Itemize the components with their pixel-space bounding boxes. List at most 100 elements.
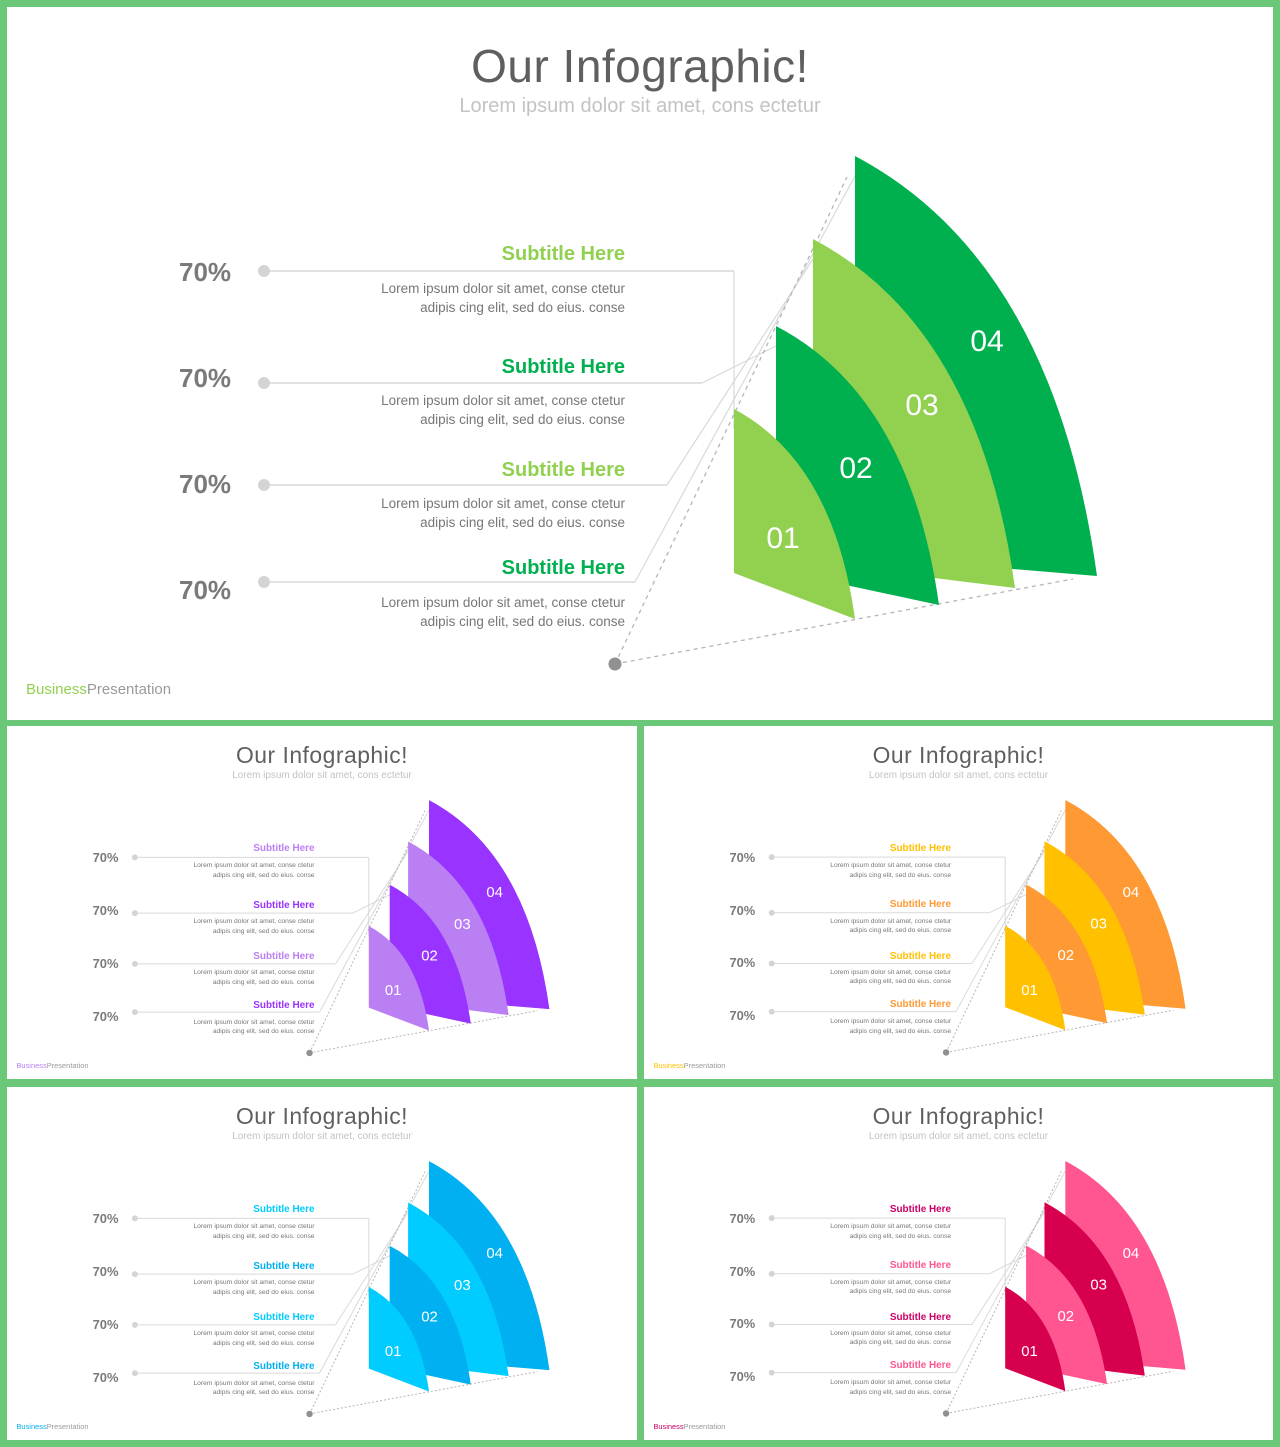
item-subtitle: Subtitle Here <box>501 243 625 265</box>
segment-01 <box>368 1287 429 1392</box>
leader-connector <box>701 345 777 384</box>
slide-subtitle: Lorem ipsum dolor sit amet, cons ectetur <box>232 769 412 781</box>
segment-label-02: 02 <box>1058 1309 1075 1325</box>
description-line: adipis cing elit, sed do eius. conse <box>849 927 952 935</box>
segment-label-01: 01 <box>766 522 799 555</box>
bullet-dot <box>258 479 270 491</box>
description-line: Lorem ipsum dolor sit amet, conse ctetur <box>381 496 625 511</box>
segment-01 <box>1005 1286 1066 1392</box>
footer-presentation-word: Presentation <box>683 1421 726 1431</box>
bullet-dot <box>768 1215 775 1222</box>
percent-value: 70% <box>92 1211 119 1227</box>
description-line: adipis cing elit, sed do eius. conse <box>212 927 315 935</box>
item-subtitle: Subtitle Here <box>501 356 625 378</box>
footer-brand-word: Business <box>26 681 87 698</box>
item-subtitle: Subtitle Here <box>889 1260 952 1272</box>
description-line: Lorem ipsum dolor sit amet, conse ctetur <box>830 917 952 925</box>
item-subtitle: Subtitle Here <box>253 899 315 911</box>
perspective-guide <box>945 1171 1062 1414</box>
description-line: Lorem ipsum dolor sit amet, conse ctetur <box>830 968 952 976</box>
description-line: Lorem ipsum dolor sit amet, conse ctetur <box>193 1379 315 1387</box>
perspective-guide <box>309 1010 538 1054</box>
item-description: Lorem ipsum dolor sit amet, conse ctetur… <box>193 917 314 936</box>
description-line: adipis cing elit, sed do eius. conse <box>420 515 625 530</box>
item-subtitle: Subtitle Here <box>501 557 625 579</box>
segment-label-03: 03 <box>454 1277 471 1294</box>
perspective-guide <box>945 1370 1174 1414</box>
slide-title: Our Infographic! <box>872 1102 1045 1129</box>
percent-value: 70% <box>179 468 232 499</box>
perspective-guide <box>614 578 1074 665</box>
description-line: adipis cing elit, sed do eius. conse <box>212 1389 315 1397</box>
footer-presentation-word: Presentation <box>86 681 172 698</box>
description-line: adipis cing elit, sed do eius. conse <box>849 1232 952 1240</box>
infographic-drawing: 01 02 03 04 <box>768 800 1186 1056</box>
percent-value: 70% <box>92 1008 119 1024</box>
item-description: Lorem ipsum dolor sit amet, conse ctetur… <box>381 494 625 532</box>
item-description: Lorem ipsum dolor sit amet, conse ctetur… <box>193 968 314 987</box>
item-description: Lorem ipsum dolor sit amet, conse ctetur… <box>830 1329 951 1348</box>
segment-label-02: 02 <box>839 452 872 485</box>
bullet-dot <box>131 960 138 967</box>
item-subtitle: Subtitle Here <box>889 1204 952 1216</box>
slide-purple: 01 02 03 04 Our Infographic! Lorem ipsum dolo… <box>7 726 637 1079</box>
item-description: Lorem ipsum dolor sit amet, conse ctetur… <box>830 1378 951 1397</box>
perspective-guide <box>945 1009 1174 1053</box>
bullet-dot <box>131 1271 138 1278</box>
description-line: adipis cing elit, sed do eius. conse <box>212 871 315 879</box>
slide-title: Our Infographic! <box>235 741 409 768</box>
apex-dot <box>306 1049 313 1057</box>
perspective-guide <box>945 810 1062 1053</box>
percent-value: 70% <box>179 362 232 393</box>
bullet-dot <box>131 1009 138 1016</box>
item-description: Lorem ipsum dolor sit amet, conse ctetur… <box>830 917 951 936</box>
description-line: Lorem ipsum dolor sit amet, conse ctetur <box>193 862 315 870</box>
item-description: Lorem ipsum dolor sit amet, conse ctetur… <box>193 1379 314 1398</box>
apex-dot <box>608 657 622 671</box>
infographic-drawing: 01 02 03 04 <box>131 1161 550 1418</box>
leader-connector <box>666 258 814 486</box>
segment-label-04: 04 <box>486 884 503 901</box>
segment-label-03: 03 <box>454 916 471 933</box>
footer-brand-word: Business <box>16 1061 47 1071</box>
percent-value: 70% <box>179 574 232 605</box>
item-description: Lorem ipsum dolor sit amet, conse ctetur… <box>830 1017 951 1036</box>
item-subtitle: Subtitle Here <box>889 950 952 962</box>
description-line: Lorem ipsum dolor sit amet, conse ctetur <box>381 281 625 296</box>
slide-blue: 01 02 03 04 Our Infographic! Lorem ipsum dolo… <box>7 1087 637 1440</box>
bullet-dot <box>131 1215 138 1222</box>
description-line: adipis cing elit, sed do eius. conse <box>420 300 625 315</box>
description-line: adipis cing elit, sed do eius. conse <box>849 871 952 879</box>
perspective-guide <box>309 1371 538 1415</box>
segment-label-01: 01 <box>1021 983 1038 999</box>
item-description: Lorem ipsum dolor sit amet, conse ctetur… <box>830 968 951 987</box>
item-description: Lorem ipsum dolor sit amet, conse ctetur… <box>193 1329 314 1348</box>
bullet-dot <box>258 265 270 277</box>
footer-brand-word: Business <box>653 1421 684 1431</box>
segment-label-01: 01 <box>1021 1344 1038 1360</box>
slide-title: Our Infographic! <box>471 40 809 92</box>
description-line: adipis cing elit, sed do eius. conse <box>212 1028 315 1036</box>
slide-subtitle: Lorem ipsum dolor sit amet, cons ectetur <box>232 1130 412 1142</box>
percent-value: 70% <box>92 850 119 866</box>
description-line: adipis cing elit, sed do eius. conse <box>849 1339 952 1347</box>
bullet-dot <box>258 377 270 389</box>
infographic-drawing: 01 02 03 04 <box>258 156 1097 671</box>
description-line: Lorem ipsum dolor sit amet, conse ctetur <box>193 1223 315 1231</box>
segment-label-02: 02 <box>421 947 438 964</box>
bullet-dot <box>768 1369 775 1376</box>
item-subtitle: Subtitle Here <box>253 1360 315 1372</box>
description-line: Lorem ipsum dolor sit amet, conse ctetur <box>830 1278 952 1286</box>
bullet-dot <box>768 960 775 967</box>
infographic-drawing: 01 02 03 04 <box>768 1161 1186 1417</box>
segment-label-04: 04 <box>1123 885 1140 901</box>
segment-label-04: 04 <box>486 1245 503 1262</box>
apex-dot <box>942 1049 950 1056</box>
item-description: Lorem ipsum dolor sit amet, conse ctetur… <box>381 593 625 631</box>
percent-value: 70% <box>92 955 119 971</box>
footer-brand: BusinessPresentation <box>26 681 171 698</box>
item-subtitle: Subtitle Here <box>253 1204 315 1216</box>
item-subtitle: Subtitle Here <box>253 999 315 1011</box>
percent-value: 70% <box>729 1369 756 1385</box>
slide-subtitle: Lorem ipsum dolor sit amet, cons ectetur <box>868 769 1049 781</box>
